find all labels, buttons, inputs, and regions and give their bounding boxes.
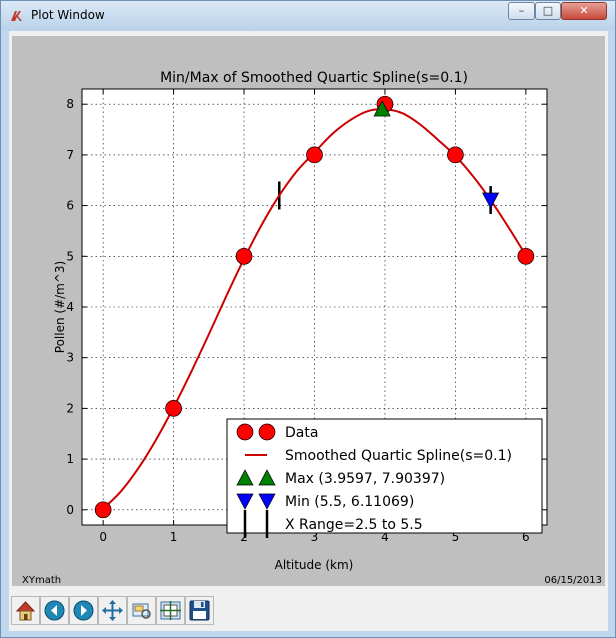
y-tick-label: 0 xyxy=(66,503,74,517)
forward-arrow-icon xyxy=(73,600,94,621)
legend-max-marker xyxy=(258,469,276,486)
window-title: Plot Window xyxy=(31,8,105,22)
y-tick-label: 2 xyxy=(66,401,74,415)
legend-min-marker xyxy=(258,493,276,510)
y-tick-label: 5 xyxy=(66,249,74,263)
pan-button[interactable] xyxy=(98,596,127,625)
y-axis-ticks: 0 1 2 3 4 5 6 7 8 xyxy=(66,97,547,517)
chart: 0 1 2 3 4 5 6 0 1 2 3 4 5 6 7 8 Min/Max of Smoothed Qu… xyxy=(22,70,602,586)
subplots-icon xyxy=(160,601,181,620)
legend-max-marker xyxy=(236,469,254,486)
legend-min-marker xyxy=(236,493,254,510)
maximize-icon: □ xyxy=(542,4,554,17)
legend-box xyxy=(226,418,543,534)
x-tick-label: 4 xyxy=(381,530,389,544)
series xyxy=(94,95,535,519)
data-point xyxy=(94,501,112,519)
save-button[interactable] xyxy=(185,596,214,625)
min-marker xyxy=(482,192,500,209)
x-tick-label: 6 xyxy=(522,530,530,544)
legend-label: Smoothed Quartic Spline(s=0.1) xyxy=(285,448,512,464)
zoom-rect-icon xyxy=(132,603,151,619)
legend-label: X Range=2.5 to 5.5 xyxy=(285,517,423,533)
home-button[interactable] xyxy=(11,596,40,625)
data-point xyxy=(517,247,535,265)
data-point xyxy=(447,146,464,164)
footer-app-name: XYmath xyxy=(22,575,61,586)
move-icon xyxy=(102,600,123,621)
legend-data-marker xyxy=(236,423,254,441)
data-point xyxy=(165,400,182,417)
navigation-toolbar xyxy=(9,594,608,631)
legend: Data Smoothed Quartic Spline(s=0.1) Max (3… xyxy=(226,418,543,538)
zoom-button[interactable] xyxy=(127,596,156,625)
back-button[interactable] xyxy=(40,596,69,625)
home-icon xyxy=(15,601,36,621)
back-arrow-icon xyxy=(44,600,65,621)
footer-date: 06/15/2013 xyxy=(544,575,602,586)
close-button[interactable]: ✕ xyxy=(561,2,607,20)
x-axis-label: Altitude (km) xyxy=(275,558,354,572)
minimize-button[interactable]: – xyxy=(508,2,535,20)
y-tick-label: 3 xyxy=(66,351,74,365)
x-tick-label: 5 xyxy=(452,530,460,544)
subplots-button[interactable] xyxy=(156,596,185,625)
y-tick-label: 7 xyxy=(66,148,74,162)
data-point xyxy=(235,247,253,265)
tk-feather-icon xyxy=(11,11,22,21)
floppy-disk-icon xyxy=(189,600,210,621)
legend-label: Min (5.5, 6.11069) xyxy=(285,494,414,510)
x-tick-label: 3 xyxy=(311,530,319,544)
x-tick-label: 1 xyxy=(170,530,178,544)
max-marker xyxy=(373,100,391,117)
data-point xyxy=(306,146,323,164)
title-bar[interactable]: Plot Window – □ ✕ xyxy=(1,1,615,31)
figure-canvas[interactable]: 0 1 2 3 4 5 6 0 1 2 3 4 5 6 7 8 Min/Max of Smoothed Qu… xyxy=(12,36,605,586)
y-tick-label: 1 xyxy=(66,452,74,466)
x-tick-label: 0 xyxy=(99,530,107,544)
minimize-icon: – xyxy=(518,4,525,17)
forward-button[interactable] xyxy=(69,596,98,625)
y-tick-label: 4 xyxy=(66,300,74,314)
window-client-area: 0 1 2 3 4 5 6 0 1 2 3 4 5 6 7 8 Min/Max of Smoothed Qu… xyxy=(9,31,608,631)
y-tick-label: 8 xyxy=(66,97,74,111)
close-icon: ✕ xyxy=(579,4,589,17)
legend-data-marker xyxy=(258,423,276,441)
maximize-button[interactable]: □ xyxy=(535,2,561,20)
legend-label: Max (3.9597, 7.90397) xyxy=(285,471,445,487)
chart-title: Min/Max of Smoothed Quartic Spline(s=0.1… xyxy=(160,70,468,86)
legend-label: Data xyxy=(285,425,318,441)
y-tick-label: 6 xyxy=(66,199,74,213)
y-axis-label: Pollen (#/m^3) xyxy=(53,261,67,353)
